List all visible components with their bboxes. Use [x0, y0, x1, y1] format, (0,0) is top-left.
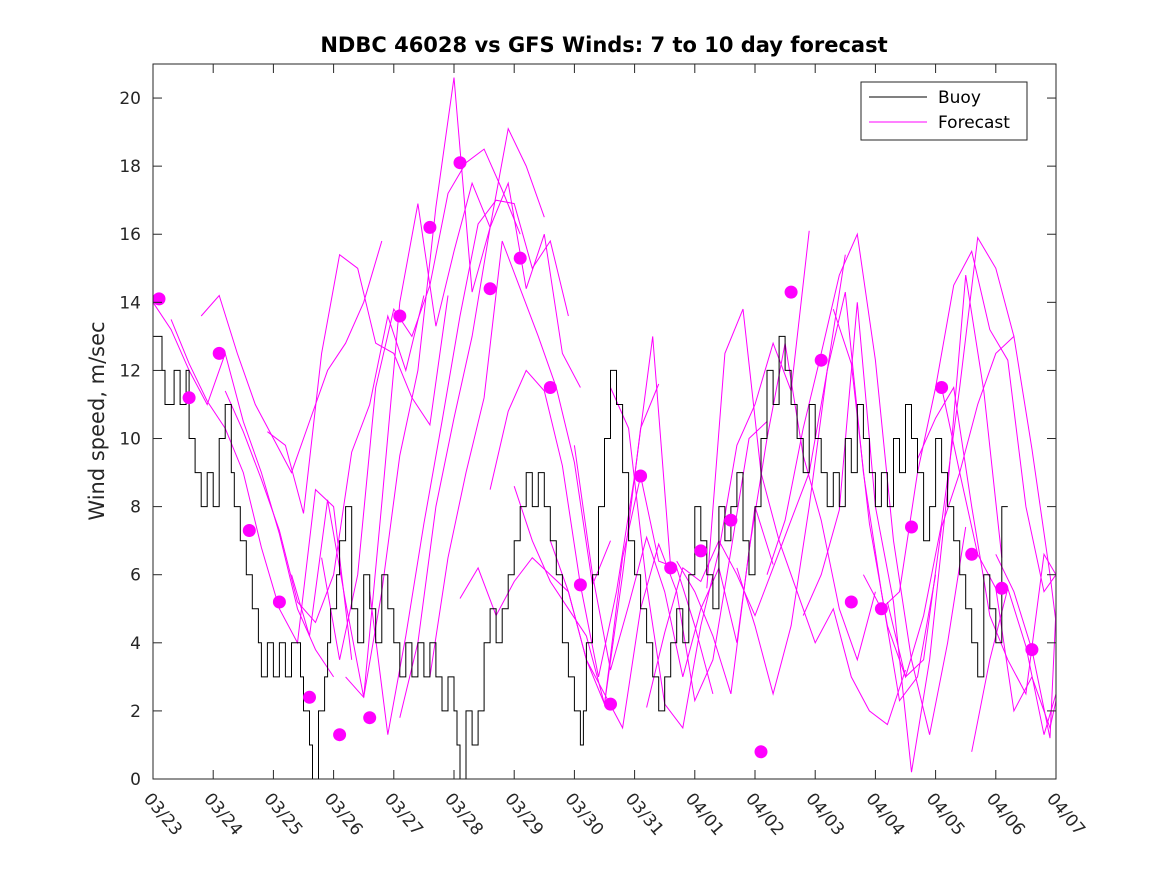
forecast-line-28 [941, 387, 1057, 730]
forecast-marker-30 [1025, 643, 1039, 657]
forecast-line-19 [676, 343, 876, 695]
legend-forecast-label: Forecast [938, 113, 1010, 133]
forecast-marker-5 [272, 595, 286, 609]
forecast-marker-19 [694, 544, 708, 558]
forecast-marker-13 [513, 251, 527, 265]
y-tick-label-10: 10 [119, 430, 141, 450]
forecast-marker-20 [724, 513, 738, 527]
legend-box [860, 81, 1028, 141]
forecast-marker-8 [363, 711, 377, 725]
forecast-marker-22 [784, 285, 798, 299]
forecast-line-4 [224, 295, 425, 624]
forecast-line-27 [917, 386, 1057, 696]
forecast-line-5 [267, 253, 449, 514]
forecast-marker-7 [333, 728, 347, 742]
y-tick-label-14: 14 [119, 293, 141, 313]
y-tick-label-20: 20 [119, 89, 141, 109]
forecast-marker-2 [182, 391, 196, 405]
forecast-line-3 [200, 240, 383, 474]
forecast-line-22 [766, 232, 967, 735]
forecast-line-23 [802, 275, 1003, 773]
forecast-line-2 [170, 319, 353, 660]
forecast-marker-10 [423, 220, 437, 234]
forecast-marker-26 [905, 520, 918, 534]
forecast-line-12 [459, 383, 660, 707]
buoy-line [153, 335, 1008, 780]
forecast-marker-14 [543, 381, 557, 394]
y-axis-ticks: 0 2 4 6 8 10 12 14 16 18 20 [119, 89, 1056, 790]
forecast-marker-15 [573, 578, 587, 592]
forecast-marker-17 [634, 469, 648, 483]
y-tick-label-8: 8 [130, 498, 141, 518]
forecast-line-24 [832, 236, 1015, 679]
forecast-marker-9 [393, 309, 407, 323]
forecast-line-25 [862, 249, 1057, 610]
plot-area [152, 77, 1057, 780]
forecast-line-9 [369, 199, 569, 735]
forecast-marker-1 [152, 292, 166, 306]
forecast-line-6 [291, 181, 491, 698]
forecast-marker-4 [242, 524, 256, 537]
forecast-marker-16 [604, 697, 617, 711]
forecast-line-26 [886, 335, 1057, 678]
buoy-series [153, 335, 1008, 780]
forecast-marker-27 [935, 381, 949, 394]
forecast-marker-3 [212, 346, 226, 360]
y-tick-label-12: 12 [119, 361, 141, 381]
forecast-line-17 [610, 230, 810, 730]
forecast-line-21 [736, 291, 937, 702]
forecast-line-10 [399, 181, 581, 718]
legend-buoy-label: Buoy [938, 88, 981, 108]
forecast-marker-25 [874, 602, 888, 616]
forecast-line-20 [706, 308, 906, 726]
y-tick-label-4: 4 [130, 634, 141, 654]
forecast-markers [152, 156, 1039, 759]
forecast-line-7 [321, 148, 521, 660]
y-tick-label-6: 6 [130, 566, 141, 586]
legend: Buoy Forecast [860, 81, 1028, 141]
forecast-marker-28 [965, 547, 979, 561]
y-tick-label-2: 2 [130, 702, 141, 722]
forecast-line-11 [429, 240, 611, 677]
forecast-line-18 [646, 254, 846, 708]
chart-title: NDBC 46028 vs GFS Winds: 7 to 10 day for… [320, 33, 887, 57]
forecast-marker-24 [844, 595, 858, 609]
forecast-marker-23 [814, 353, 828, 367]
y-tick-label-0: 0 [130, 770, 141, 790]
forecast-marker-29 [995, 581, 1009, 595]
forecast-series [152, 77, 1057, 773]
forecast-marker-11 [453, 156, 467, 170]
forecast-line-8 [345, 77, 545, 699]
forecast-line-1 [152, 302, 335, 678]
forecast-marker-6 [303, 690, 316, 704]
forecast-marker-21 [754, 745, 768, 759]
forecast-line-29 [971, 586, 1057, 752]
axes-box [152, 63, 1057, 780]
forecast-marker-18 [664, 561, 678, 575]
y-axis-label: Wind speed, m/sec [85, 321, 109, 520]
forecast-marker-12 [483, 282, 497, 296]
y-tick-label-18: 18 [119, 157, 141, 177]
y-tick-label-16: 16 [119, 225, 141, 245]
